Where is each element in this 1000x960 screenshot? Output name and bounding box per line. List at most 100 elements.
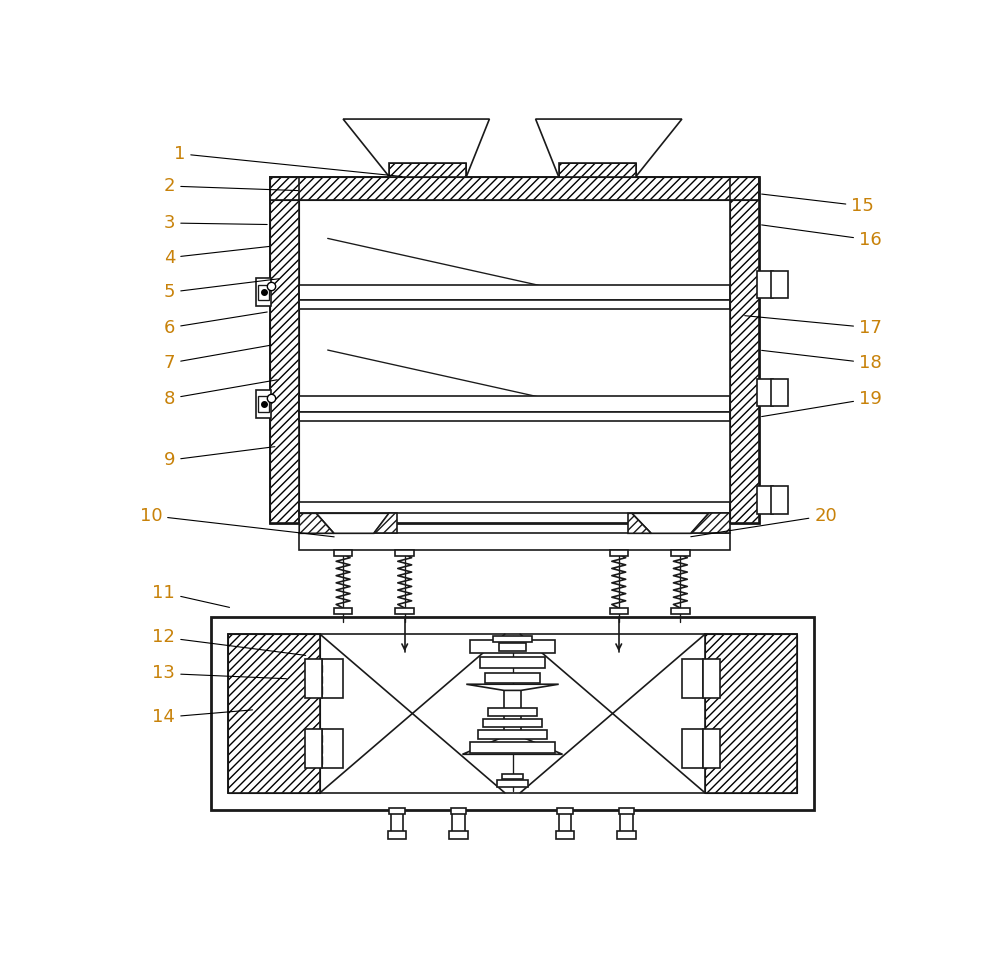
Bar [703,730,720,768]
Bar [705,635,797,793]
Bar [703,756,719,764]
Bar [478,730,547,739]
Bar [703,676,719,684]
Bar [258,284,269,300]
Bar [773,382,787,388]
Bar [502,775,523,779]
Text: 13: 13 [152,664,286,683]
Bar [559,809,571,833]
Bar [499,643,526,651]
Text: 8: 8 [164,380,277,408]
Text: 1: 1 [174,145,402,177]
Text: 10: 10 [140,507,334,537]
Bar [306,686,322,694]
Bar [228,635,320,793]
Bar [497,780,528,786]
Bar [493,636,532,642]
Text: 17: 17 [745,316,882,337]
Bar [682,730,703,768]
Bar [556,831,574,839]
Bar [395,550,414,557]
Bar [773,390,787,396]
Bar [559,163,636,177]
Text: 5: 5 [164,278,279,301]
Bar [306,734,322,742]
Bar [470,640,555,653]
Polygon shape [691,514,730,534]
Bar [757,487,773,514]
Bar [488,708,537,716]
Bar [299,396,730,412]
Bar [771,487,788,514]
Polygon shape [536,119,682,177]
Bar [610,608,628,614]
Bar [299,300,730,309]
Bar [771,378,788,406]
Bar [619,808,634,814]
Bar [299,284,730,300]
Bar [483,719,542,727]
Bar [671,608,690,614]
Text: 15: 15 [762,194,874,215]
Bar [270,177,759,523]
Bar [299,534,730,550]
Polygon shape [316,514,389,534]
Bar [773,490,787,495]
Bar [395,608,414,614]
Bar [773,281,787,288]
Bar [306,676,322,684]
Bar [610,550,628,557]
Bar [258,396,269,412]
Text: 12: 12 [152,628,306,656]
Bar [270,177,759,200]
Bar [334,550,352,557]
Text: 4: 4 [164,247,269,267]
Text: 16: 16 [762,225,882,249]
Bar [256,390,271,418]
Bar [228,635,320,793]
Bar [211,617,814,809]
Bar [299,412,730,420]
Polygon shape [628,514,651,534]
Bar [773,289,787,296]
Bar [730,177,759,523]
Bar [451,808,466,814]
Bar [559,163,636,177]
Text: 6: 6 [164,312,267,337]
Bar [485,673,540,684]
Bar [557,808,573,814]
Bar [504,690,521,736]
Polygon shape [374,514,397,534]
Bar [305,730,322,768]
Bar [703,660,720,698]
Bar [682,660,703,698]
Text: 2: 2 [164,177,298,195]
Text: 14: 14 [152,708,253,727]
Bar [389,163,466,177]
Polygon shape [343,119,489,177]
Text: 20: 20 [691,507,837,537]
Bar [671,550,690,557]
Bar [389,808,405,814]
Bar [773,497,787,503]
Bar [270,177,299,523]
Bar [305,660,322,698]
Text: 3: 3 [164,214,267,232]
Bar [306,664,322,672]
Bar [299,502,730,514]
Bar [306,756,322,764]
Polygon shape [466,684,559,690]
Bar [334,608,352,614]
Bar [705,635,797,793]
Bar [620,809,633,833]
Bar [256,278,271,306]
Bar [270,177,299,523]
Bar [452,809,465,833]
Polygon shape [462,736,563,755]
Bar [388,831,406,839]
Bar [773,505,787,511]
Text: 11: 11 [152,584,230,608]
Bar [449,831,468,839]
Polygon shape [299,514,334,534]
Bar [703,664,719,672]
